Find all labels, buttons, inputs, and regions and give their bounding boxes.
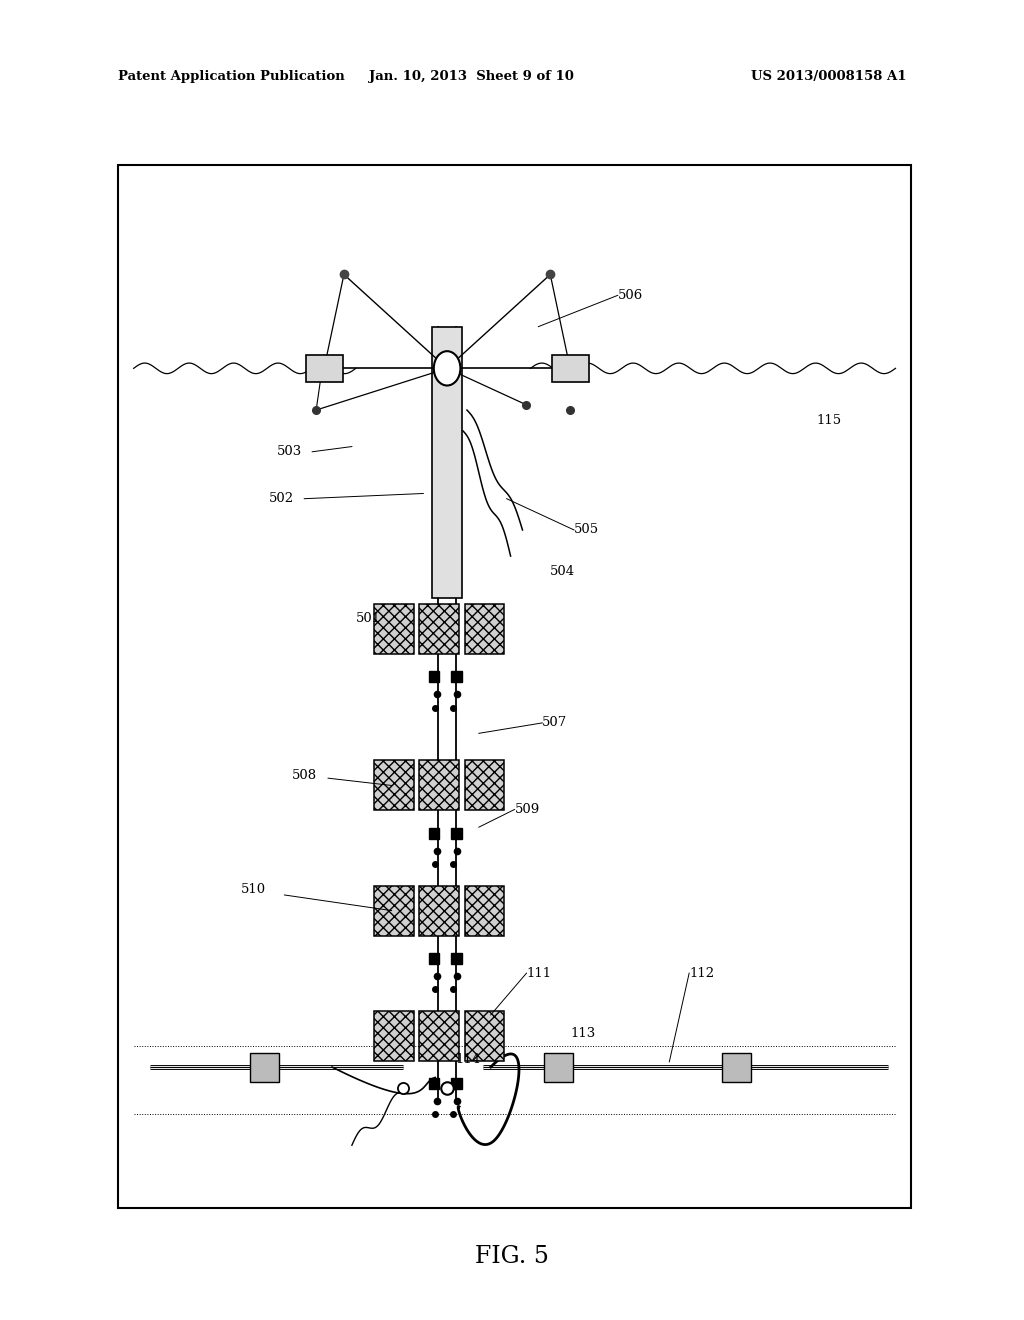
- Text: 114: 114: [455, 1053, 480, 1067]
- Bar: [420, 760, 459, 810]
- Text: 505: 505: [574, 524, 599, 536]
- Text: 508: 508: [293, 768, 317, 781]
- Bar: [429, 828, 439, 840]
- Bar: [452, 1078, 462, 1089]
- Text: 504: 504: [550, 565, 575, 578]
- Bar: [465, 886, 504, 936]
- Text: 509: 509: [515, 803, 540, 816]
- Bar: [305, 355, 342, 381]
- Text: 510: 510: [241, 883, 266, 896]
- Bar: [552, 355, 589, 381]
- Text: 502: 502: [268, 492, 294, 506]
- Bar: [432, 326, 462, 598]
- Bar: [452, 672, 462, 682]
- Bar: [250, 1052, 279, 1081]
- Text: 112: 112: [689, 966, 715, 979]
- Text: 501: 501: [356, 612, 381, 626]
- Bar: [118, 165, 911, 1208]
- Bar: [465, 1011, 504, 1061]
- Bar: [544, 1052, 572, 1081]
- Bar: [465, 605, 504, 655]
- Text: 115: 115: [816, 414, 842, 426]
- Bar: [429, 1078, 439, 1089]
- Bar: [374, 760, 414, 810]
- Bar: [374, 1011, 414, 1061]
- Text: 111: 111: [526, 966, 552, 979]
- Text: 113: 113: [570, 1027, 595, 1040]
- Text: 506: 506: [617, 289, 643, 302]
- Bar: [374, 886, 414, 936]
- Bar: [429, 953, 439, 964]
- Text: US 2013/0008158 A1: US 2013/0008158 A1: [751, 70, 906, 83]
- Bar: [723, 1052, 752, 1081]
- Circle shape: [434, 351, 461, 385]
- Text: 507: 507: [543, 717, 567, 730]
- Bar: [420, 886, 459, 936]
- Text: Patent Application Publication: Patent Application Publication: [118, 70, 344, 83]
- Text: FIG. 5: FIG. 5: [475, 1245, 549, 1269]
- Text: Jan. 10, 2013  Sheet 9 of 10: Jan. 10, 2013 Sheet 9 of 10: [369, 70, 573, 83]
- Bar: [374, 605, 414, 655]
- Bar: [438, 326, 456, 1098]
- Bar: [452, 953, 462, 964]
- Bar: [465, 760, 504, 810]
- Bar: [420, 1011, 459, 1061]
- Text: 503: 503: [276, 445, 302, 458]
- Bar: [420, 605, 459, 655]
- Bar: [452, 828, 462, 840]
- Bar: [429, 672, 439, 682]
